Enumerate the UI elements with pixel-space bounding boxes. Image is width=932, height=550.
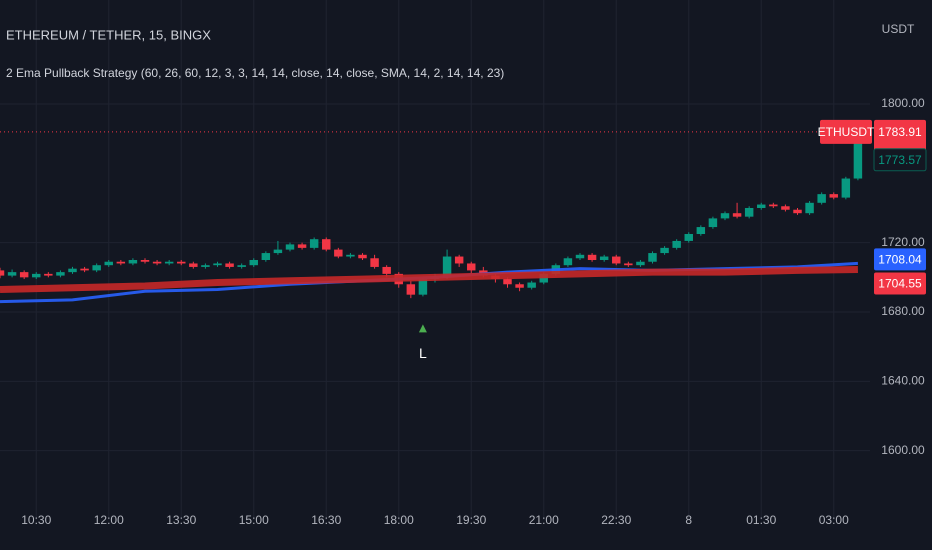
candle-body [382,266,391,274]
ema-price: 1704.55 [878,277,922,291]
candle-body [805,202,814,214]
candle-body [503,279,512,285]
x-tick-label: 21:00 [529,513,559,527]
y-tick-label: 1640.00 [881,374,925,388]
ema-line [0,265,858,293]
candle-body [237,265,246,267]
candle-body [140,260,150,262]
candle-body [213,263,222,266]
candle-body [273,249,283,254]
candle-body [19,272,29,278]
candle-body [358,254,367,259]
x-tick-label: 13:30 [166,513,196,527]
candle-body [406,284,416,295]
y-tick-label: 1800.00 [881,96,925,110]
other-price-box [873,148,927,172]
candle-body [309,239,319,248]
candle-body [575,254,585,259]
candle-body [418,279,428,295]
candle-body [648,253,657,262]
candle-body [769,204,778,207]
candle-body [817,194,826,203]
candle-body [201,265,210,267]
symbol-box [820,119,872,144]
candle-body [732,213,742,217]
last-price: 1783.91 [878,125,922,139]
candle-body [587,254,597,260]
candle-body [624,263,633,266]
candle-body [829,194,838,198]
candle-body [0,270,5,276]
candle-body [164,261,174,264]
candle-body [636,261,645,266]
candle-body [515,284,524,288]
candle-body [442,256,452,278]
signal-label: L [419,345,427,361]
candle-body [527,282,536,288]
x-tick-label: 01:30 [746,513,776,527]
x-tick-label: 19:30 [456,513,486,527]
candle-body [152,261,162,264]
indicator-label: 2 Ema Pullback Strategy (60, 26, 60, 12,… [6,66,504,80]
candle-body [104,261,113,266]
x-tick-label: 16:30 [311,513,341,527]
candle-body [370,258,379,267]
candle-body [285,244,295,250]
candle-body [841,178,851,198]
candle-body [261,253,271,260]
candle-body [128,260,138,264]
candle-body [189,263,198,267]
signal-marker [418,324,427,333]
x-tick-label: 12:00 [94,513,124,527]
candle-body [599,256,609,260]
candle-body [346,254,355,257]
candle-body [225,263,234,267]
candle-body [32,273,41,278]
candle-body [68,268,77,273]
y-tick-label: 1680.00 [881,304,925,318]
candle-body [660,247,669,254]
candle-body [454,256,464,264]
candle-body [612,256,621,264]
chart-title: ETHEREUM / TETHER, 15, BINGX [6,27,211,42]
candle-body [744,208,754,217]
x-tick-label: 03:00 [819,513,849,527]
candle-body [297,244,307,248]
candle-body [757,204,766,208]
x-tick-label: 8 [685,513,692,527]
ema-price: 1708.04 [878,253,922,267]
candle-body [322,239,331,250]
candle-body [44,273,53,276]
candle-body [177,261,186,264]
candle-body [92,265,101,271]
candle-body [249,260,258,266]
candle-body [853,131,863,179]
candle-body [334,249,343,257]
candle-body [793,209,802,214]
ema-price-box [874,272,926,295]
x-tick-label: 22:30 [601,513,631,527]
ema-price-box [874,248,926,271]
currency: USDT [882,22,915,36]
candle-body [467,263,476,271]
candle-body [116,261,126,264]
candle-body [563,258,573,266]
candle-body [7,272,17,276]
candle-body [781,206,790,210]
candle-body [720,213,730,219]
candle-body [684,234,693,241]
candle-body [696,227,706,234]
other-price: 1773.57 [878,153,922,167]
y-tick-label: 1720.00 [881,235,925,249]
candle-body [672,240,681,248]
candle-body [80,268,89,271]
x-tick-label: 18:00 [384,513,414,527]
candle-body [56,272,65,276]
symbol-label: ETHUSDT [818,125,875,139]
y-tick-label: 1600.00 [881,443,925,457]
x-tick-label: 10:30 [21,513,51,527]
x-tick-label: 15:00 [239,513,269,527]
candle-body [708,218,718,228]
